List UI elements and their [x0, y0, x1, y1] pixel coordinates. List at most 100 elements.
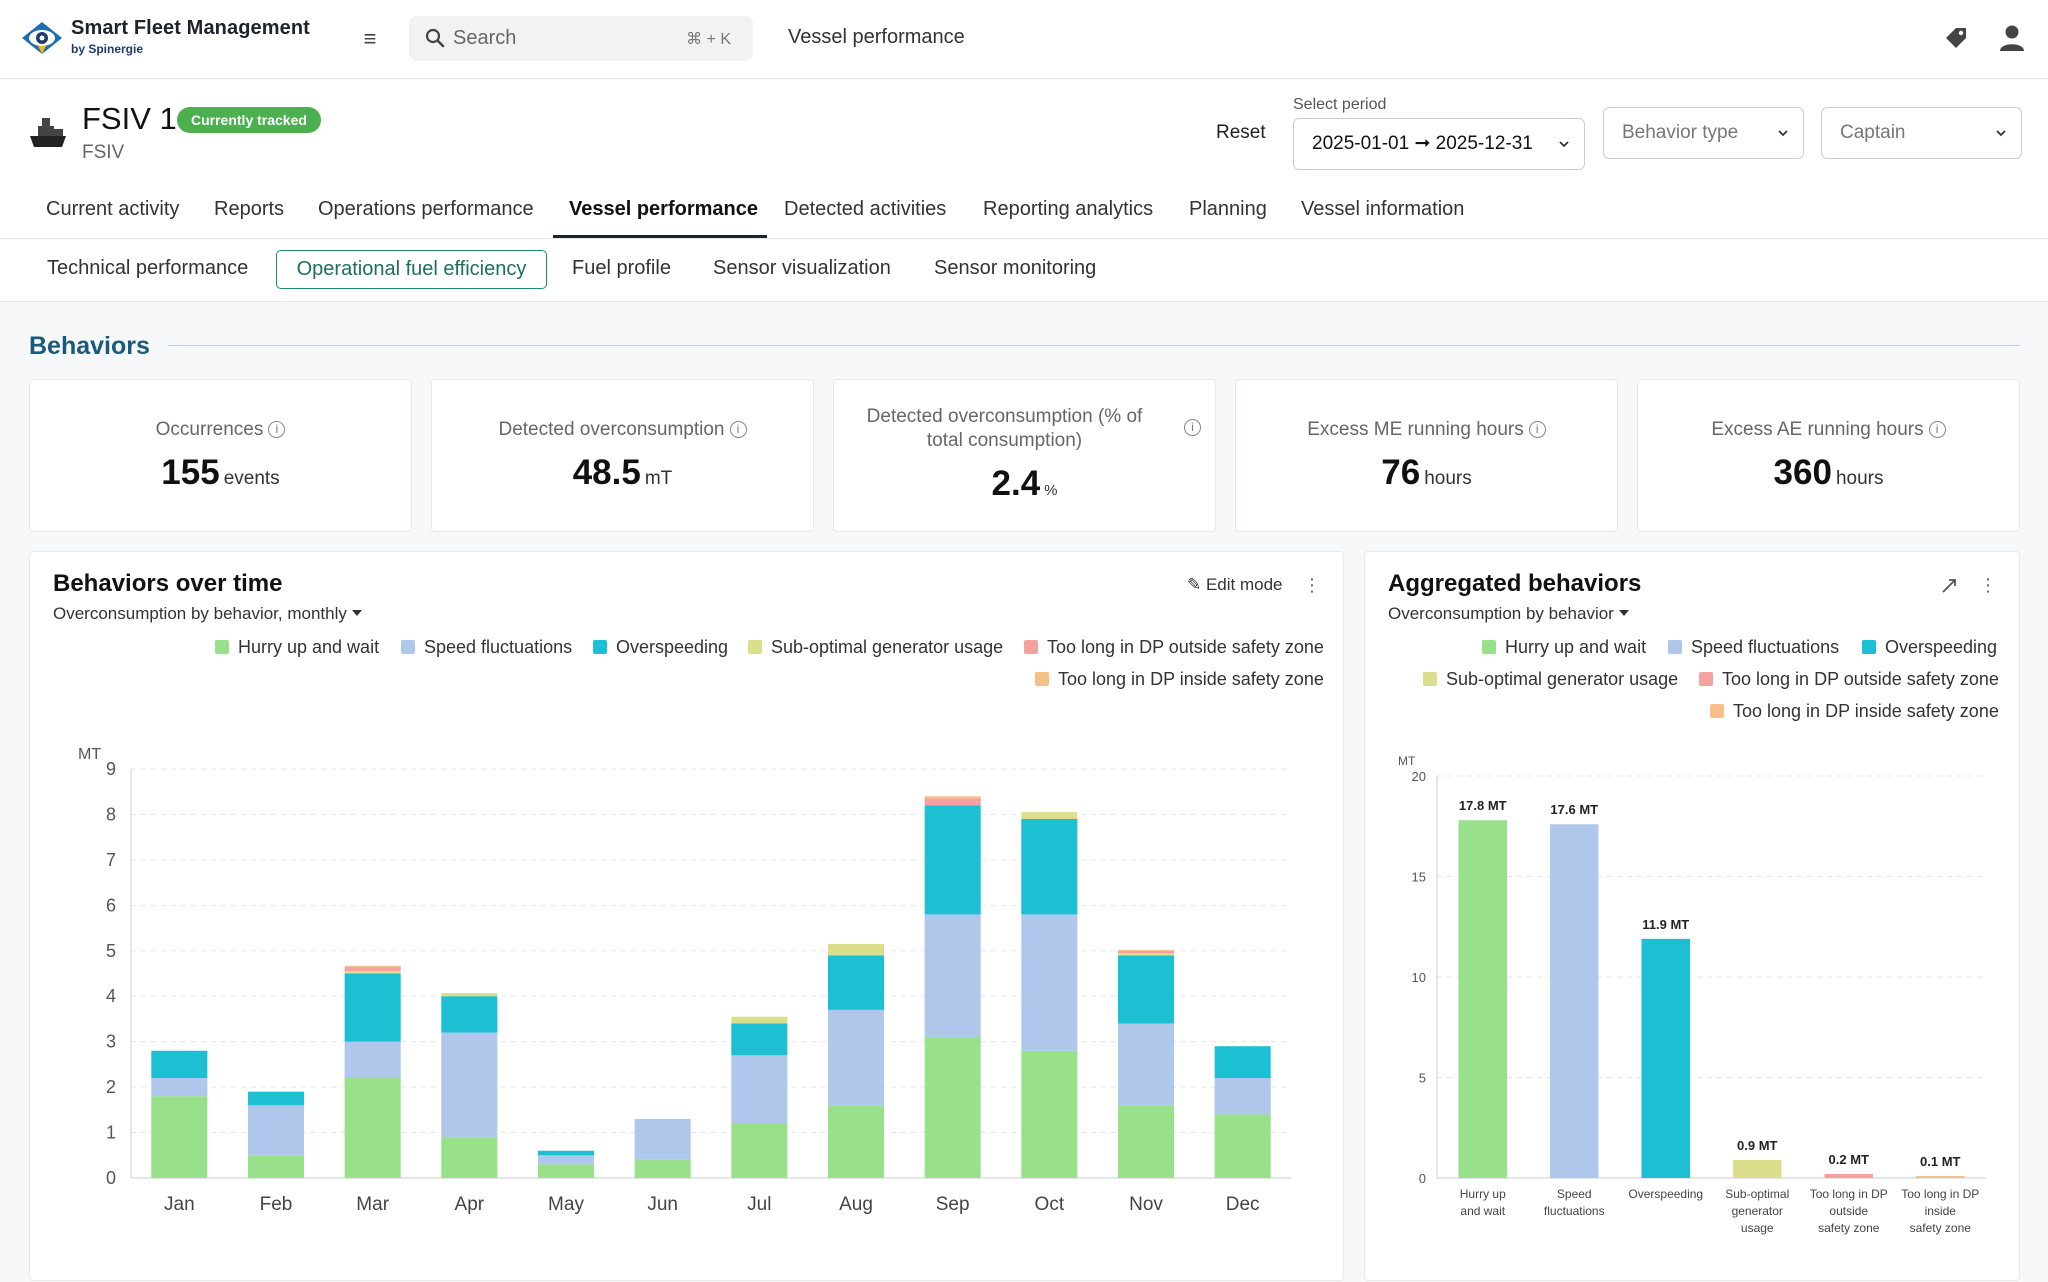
legend-item-dp-outside[interactable]: Too long in DP outside safety zone: [1024, 637, 1324, 658]
bar-segment[interactable]: [441, 1032, 498, 1138]
bar-segment[interactable]: [537, 1155, 595, 1165]
bar[interactable]: [1824, 1173, 1873, 1178]
subtab-technical-performance[interactable]: Technical performance: [47, 257, 249, 279]
bar-segment[interactable]: [344, 971, 401, 974]
bar-segment[interactable]: [1117, 1023, 1175, 1106]
legend-item-hurry-up[interactable]: Hurry up and wait: [1482, 637, 1646, 658]
bar[interactable]: [1550, 824, 1599, 1178]
bar[interactable]: [1458, 820, 1507, 1178]
bar-segment[interactable]: [731, 1055, 788, 1124]
tab-operations-performance[interactable]: Operations performance: [318, 198, 534, 220]
period-select[interactable]: 2025-01-01 ➞ 2025-12-31: [1293, 118, 1585, 170]
bar-segment[interactable]: [441, 1137, 498, 1178]
bar-segment[interactable]: [924, 1037, 981, 1178]
menu-icon[interactable]: ≡: [363, 26, 377, 51]
legend-item-speed-fluctuations[interactable]: Speed fluctuations: [401, 637, 572, 658]
bar-segment[interactable]: [1214, 1046, 1271, 1079]
tab-vessel-performance[interactable]: Vessel performance: [569, 198, 758, 220]
info-icon[interactable]: i: [1184, 419, 1201, 436]
bar-segment[interactable]: [827, 1009, 885, 1106]
bar-segment[interactable]: [441, 996, 498, 1033]
tab-detected-activities[interactable]: Detected activities: [784, 198, 947, 220]
search-input[interactable]: [453, 25, 653, 52]
behavior-type-select[interactable]: Behavior type: [1603, 107, 1804, 159]
bar-segment[interactable]: [344, 1078, 401, 1178]
bar-segment[interactable]: [344, 973, 401, 1042]
legend-item-generator[interactable]: Sub-optimal generator usage: [748, 637, 1003, 658]
bar-segment[interactable]: [344, 966, 401, 972]
bar-segment[interactable]: [441, 993, 498, 997]
bar-segment[interactable]: [924, 798, 981, 806]
bar-segment[interactable]: [537, 1150, 595, 1156]
subtab-operational-fuel-efficiency[interactable]: Operational fuel efficiency: [276, 250, 547, 289]
chart-mode-dropdown[interactable]: Overconsumption by behavior: [1388, 604, 1629, 624]
bar-segment[interactable]: [731, 1016, 788, 1024]
bar-segment[interactable]: [344, 1041, 401, 1079]
subtab-fuel-profile[interactable]: Fuel profile: [572, 257, 671, 279]
bar-segment[interactable]: [1021, 1050, 1078, 1178]
bar-segment[interactable]: [924, 914, 981, 1038]
bar[interactable]: [1733, 1159, 1782, 1178]
bar-segment[interactable]: [151, 1078, 208, 1097]
bar-segment[interactable]: [924, 796, 981, 799]
bar-segment[interactable]: [827, 1105, 885, 1178]
bar-segment[interactable]: [1021, 812, 1078, 819]
legend-item-overspeeding[interactable]: Overspeeding: [593, 637, 728, 658]
tab-reports[interactable]: Reports: [214, 198, 285, 220]
bar-segment[interactable]: [537, 1164, 595, 1178]
legend-item-dp-inside[interactable]: Too long in DP inside safety zone: [1710, 701, 1999, 722]
tab-reporting-analytics[interactable]: Reporting analytics: [983, 198, 1154, 220]
captain-select[interactable]: Captain: [1821, 107, 2022, 159]
reset-button[interactable]: Reset: [1216, 122, 1266, 143]
expand-icon[interactable]: [1940, 577, 1958, 595]
bar-segment[interactable]: [1021, 818, 1078, 915]
bar-segment[interactable]: [827, 955, 885, 1010]
legend-label: Speed fluctuations: [1691, 637, 1840, 657]
info-icon[interactable]: i: [268, 421, 286, 438]
bar-segment[interactable]: [1117, 949, 1175, 951]
legend-item-dp-outside[interactable]: Too long in DP outside safety zone: [1699, 669, 1999, 690]
tab-planning[interactable]: Planning: [1189, 198, 1267, 220]
bar-segment[interactable]: [247, 1091, 305, 1106]
bar-segment[interactable]: [151, 1050, 208, 1079]
chart-mode-dropdown[interactable]: Overconsumption by behavior, monthly: [53, 604, 362, 624]
legend-item-generator[interactable]: Sub-optimal generator usage: [1423, 669, 1678, 690]
bar-segment[interactable]: [247, 1155, 305, 1178]
legend-item-overspeeding[interactable]: Overspeeding: [1862, 637, 1997, 658]
bar-segment[interactable]: [151, 1096, 208, 1178]
legend-swatch: [1423, 672, 1437, 686]
legend-item-speed-fluctuations[interactable]: Speed fluctuations: [1668, 637, 1839, 658]
info-icon[interactable]: i: [729, 421, 747, 438]
bar-segment[interactable]: [1214, 1078, 1271, 1115]
bar-segment[interactable]: [1117, 953, 1175, 956]
spinergie-logo-icon[interactable]: [20, 18, 64, 58]
info-icon[interactable]: i: [1928, 421, 1946, 438]
bar-segment[interactable]: [731, 1023, 788, 1056]
bar[interactable]: [1641, 938, 1690, 1178]
bar-segment[interactable]: [924, 805, 981, 915]
legend-label: Sub-optimal generator usage: [771, 637, 1004, 657]
info-icon[interactable]: i: [1528, 421, 1546, 438]
edit-mode-button[interactable]: ✎ Edit mode: [1187, 575, 1283, 594]
tag-icon[interactable]: [1943, 25, 1969, 51]
bar-segment[interactable]: [634, 1159, 691, 1178]
bar-segment[interactable]: [1214, 1114, 1271, 1178]
tab-current-activity[interactable]: Current activity: [46, 198, 180, 220]
bar-segment[interactable]: [344, 965, 401, 967]
bar-segment[interactable]: [247, 1105, 305, 1156]
bar-segment[interactable]: [1117, 950, 1175, 954]
bar-segment[interactable]: [731, 1123, 788, 1178]
legend-item-hurry-up[interactable]: Hurry up and wait: [215, 637, 379, 658]
user-icon[interactable]: [1999, 24, 2025, 52]
bar[interactable]: [1916, 1175, 1965, 1178]
tab-vessel-information[interactable]: Vessel information: [1301, 198, 1465, 220]
bar-segment[interactable]: [1021, 914, 1078, 1051]
subtab-sensor-monitoring[interactable]: Sensor monitoring: [934, 257, 1097, 279]
legend-item-dp-inside[interactable]: Too long in DP inside safety zone: [1035, 669, 1324, 690]
bar-segment[interactable]: [634, 1118, 691, 1160]
search-bar[interactable]: ⌘ + K: [409, 16, 753, 61]
subtab-sensor-visualization[interactable]: Sensor visualization: [713, 257, 891, 279]
bar-segment[interactable]: [1117, 1105, 1175, 1178]
bar-segment[interactable]: [1117, 955, 1175, 1024]
bar-segment[interactable]: [827, 943, 885, 956]
